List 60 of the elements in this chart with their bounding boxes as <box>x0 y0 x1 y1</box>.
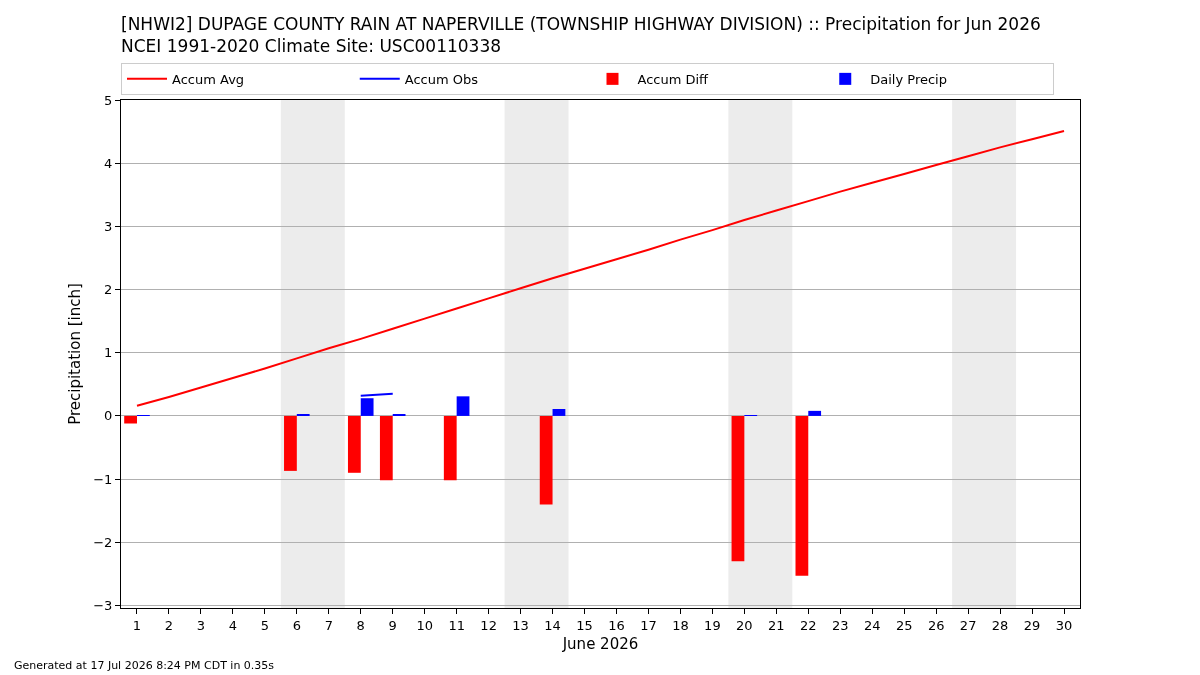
bar <box>539 415 553 505</box>
y-tick-label: −1 <box>93 471 113 487</box>
x-tick-label: 19 <box>704 617 721 633</box>
y-tick-label: 3 <box>104 218 113 234</box>
bar <box>379 415 393 481</box>
bar <box>795 415 809 576</box>
bar <box>731 415 745 562</box>
bar <box>284 415 297 471</box>
x-tick-label: 9 <box>388 617 397 633</box>
y-tick-label: 4 <box>104 155 113 171</box>
x-tick-label: 15 <box>576 617 593 633</box>
x-axis-title: June 2026 <box>561 634 639 653</box>
legend-label: Accum Obs <box>404 71 479 87</box>
x-tick-label: 14 <box>544 617 561 633</box>
x-tick-label: 4 <box>228 617 238 633</box>
text: Generated at 17 Jul 2026 8:24 PM CDT in 0.35s <box>14 659 275 672</box>
x-tick-label: 29 <box>1023 617 1041 633</box>
legend-label: Daily Precip <box>870 71 947 87</box>
bar <box>347 415 361 473</box>
x-tick-label: 16 <box>608 617 625 633</box>
y-tick-label: 5 <box>104 92 113 108</box>
x-tick-label: 8 <box>356 617 365 633</box>
y-tick-label: 2 <box>104 282 113 298</box>
bar <box>808 410 822 416</box>
x-tick-label: 10 <box>416 617 433 633</box>
y-tick-label: 0 <box>104 408 113 424</box>
bar <box>552 408 566 416</box>
line-series <box>135 129 1066 407</box>
legend-label: Accum Avg <box>172 71 245 87</box>
x-tick-label: 30 <box>1055 617 1073 633</box>
x-tick-label: 28 <box>991 617 1009 633</box>
chart-subtitle: NCEI 1991-2020 Climate Site: USC00110338 <box>121 36 502 57</box>
x-tick-label: 13 <box>512 617 529 633</box>
x-tick-label: 25 <box>895 617 913 633</box>
y-tick-label: −2 <box>93 534 113 550</box>
x-tick-label: 12 <box>480 617 497 633</box>
x-tick-label: 1 <box>132 617 142 633</box>
x-tick-label: 11 <box>448 617 465 633</box>
y-tick-label: −3 <box>93 598 113 614</box>
x-tick-label: 20 <box>736 617 753 633</box>
x-tick-label: 22 <box>800 617 817 633</box>
bar <box>443 415 457 481</box>
chart-title: [NHWI2] DUPAGE COUNTY RAIN AT NAPERVILLE (TOWNSHIP HIGHWAY DIVISION) :: Precipitation for Jun 2026 <box>121 14 1041 35</box>
x-tick-label: 6 <box>292 617 301 633</box>
bar <box>124 415 137 424</box>
x-tick-label: 17 <box>640 617 657 633</box>
y-axis-title: Precipitation [inch] <box>66 283 85 425</box>
y-tick-label: 1 <box>104 345 113 361</box>
bar <box>456 396 470 416</box>
x-tick-label: 24 <box>863 617 881 633</box>
x-tick-label: 7 <box>324 617 333 633</box>
x-tick-label: 26 <box>927 617 945 633</box>
legend-label: Accum Diff <box>637 71 710 87</box>
x-tick-label: 23 <box>831 617 849 633</box>
x-tick-label: 2 <box>164 617 174 633</box>
x-tick-label: 5 <box>260 617 269 633</box>
x-tick-label: 18 <box>672 617 689 633</box>
x-tick-label: 27 <box>959 617 977 633</box>
x-tick-label: 21 <box>768 617 785 633</box>
x-tick-label: 3 <box>196 617 206 633</box>
